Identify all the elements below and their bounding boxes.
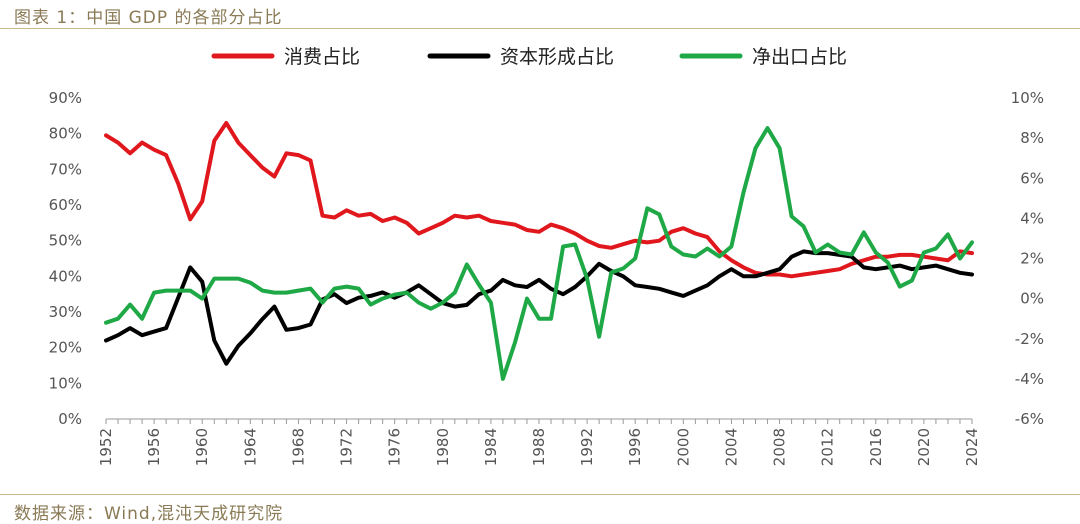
x-tick-label-1992: 1992 [578, 428, 596, 466]
series-line-1 [104, 121, 974, 279]
footer-divider [0, 494, 1080, 495]
x-tick-label-2016: 2016 [867, 428, 885, 466]
x-tick-label-1956: 1956 [145, 428, 163, 466]
y-left-tick-1: 10% [49, 374, 82, 392]
x-tick-label-1988: 1988 [530, 428, 548, 466]
chart-title: 图表 1：中国 GDP 的各部分占比 [14, 8, 283, 28]
y-left-tick-4: 40% [49, 267, 82, 285]
x-tick-label-2020: 2020 [915, 428, 933, 466]
y-right-tick-4: 2% [1020, 250, 1044, 268]
x-tick-label-1996: 1996 [626, 428, 644, 466]
series-line-2 [104, 249, 974, 366]
x-tick-label-1968: 1968 [289, 428, 307, 466]
x-tick-label-1984: 1984 [482, 428, 500, 466]
y-right-tick-6: 6% [1020, 169, 1044, 187]
legend-label-2: 资本形成占比 [500, 46, 614, 68]
x-tick-label-1960: 1960 [193, 428, 211, 466]
header-divider [0, 28, 1080, 29]
legend-label-1: 消费占比 [284, 46, 360, 68]
legend-label-3: 净出口占比 [752, 46, 847, 68]
x-tick-label-1980: 1980 [434, 428, 452, 466]
x-tick-label-2008: 2008 [771, 428, 789, 466]
y-right-tick-1: -4% [1015, 370, 1044, 388]
x-tick-label-1972: 1972 [338, 428, 356, 466]
y-left-tick-8: 80% [49, 125, 82, 143]
y-left-tick-6: 60% [49, 196, 82, 214]
y-left-tick-9: 90% [49, 89, 82, 107]
y-right-tick-2: -2% [1015, 330, 1044, 348]
y-right-tick-3: 0% [1020, 290, 1044, 308]
x-tick-label-1976: 1976 [386, 428, 404, 466]
y-left-tick-7: 70% [49, 160, 82, 178]
gdp-composition-chart: 消费占比 资本形成占比 净出口占比 1952 1956 1960 1964 1968 1972 1… [49, 46, 1044, 466]
data-source: 数据来源：Wind,混沌天成研究院 [14, 504, 284, 524]
x-tick-label-2012: 2012 [819, 428, 837, 466]
x-tick-label-1952: 1952 [97, 428, 115, 466]
y-left-tick-2: 20% [49, 339, 82, 357]
y-right-tick-5: 4% [1020, 209, 1044, 227]
x-tick-label-1964: 1964 [241, 428, 259, 466]
y-right-tick-0: -6% [1015, 410, 1044, 428]
y-left-tick-5: 50% [49, 232, 82, 250]
x-tick-label-2000: 2000 [674, 428, 692, 466]
series-line-3 [104, 126, 974, 381]
x-tick-label-2004: 2004 [722, 428, 740, 466]
y-left-tick-0: 0% [58, 410, 82, 428]
x-tick-label-2024: 2024 [963, 428, 981, 466]
y-right-tick-8: 10% [1011, 89, 1044, 107]
y-left-tick-3: 30% [49, 303, 82, 321]
y-right-tick-7: 8% [1020, 129, 1044, 147]
